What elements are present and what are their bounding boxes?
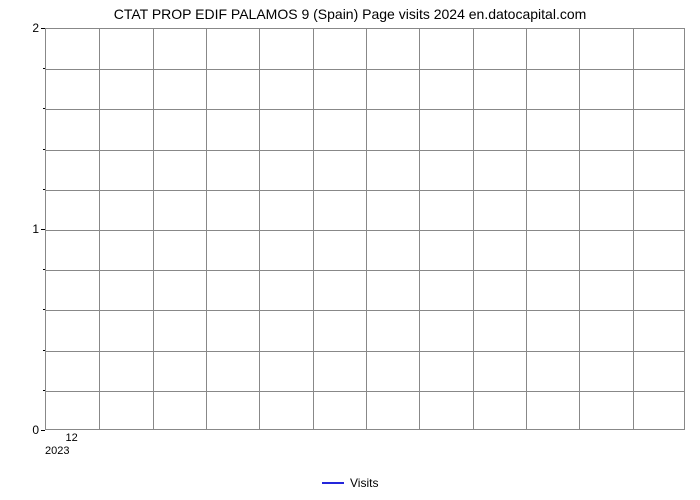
legend-line-icon	[322, 482, 344, 484]
grid-vertical-line	[206, 29, 207, 429]
legend-label: Visits	[350, 476, 378, 490]
y-minor-tick	[43, 108, 45, 109]
y-minor-tick	[43, 68, 45, 69]
grid-horizontal-line	[46, 351, 684, 352]
y-minor-tick	[43, 309, 45, 310]
chart-container: { "chart": { "type": "line", "title": "C…	[0, 0, 700, 500]
y-major-tick	[41, 430, 45, 431]
grid-vertical-line	[526, 29, 527, 429]
grid-horizontal-line	[46, 190, 684, 191]
x-month-label: 12	[66, 432, 78, 444]
y-tick-label-2: 2	[21, 21, 39, 35]
legend: Visits	[322, 476, 378, 490]
grid-vertical-line	[153, 29, 154, 429]
y-major-tick	[41, 28, 45, 29]
grid-horizontal-line	[46, 391, 684, 392]
chart-title: CTAT PROP EDIF PALAMOS 9 (Spain) Page vi…	[0, 6, 700, 22]
y-minor-tick	[43, 390, 45, 391]
y-major-tick	[41, 229, 45, 230]
grid-horizontal-line	[46, 109, 684, 110]
grid-vertical-line	[419, 29, 420, 429]
y-minor-tick	[43, 149, 45, 150]
grid-vertical-line	[579, 29, 580, 429]
grid-vertical-line	[99, 29, 100, 429]
y-tick-label-1: 1	[21, 222, 39, 236]
grid-horizontal-line	[46, 310, 684, 311]
grid-horizontal-line	[46, 69, 684, 70]
y-tick-label-0: 0	[21, 423, 39, 437]
plot-area	[45, 28, 685, 430]
grid-vertical-line	[259, 29, 260, 429]
grid-vertical-line	[366, 29, 367, 429]
grid-horizontal-line	[46, 270, 684, 271]
grid-vertical-line	[473, 29, 474, 429]
y-minor-tick	[43, 350, 45, 351]
grid-horizontal-line	[46, 230, 684, 231]
grid-horizontal-line	[46, 150, 684, 151]
y-minor-tick	[43, 269, 45, 270]
y-minor-tick	[43, 189, 45, 190]
grid-vertical-line	[313, 29, 314, 429]
grid-vertical-line	[633, 29, 634, 429]
x-year-label: 2023	[45, 445, 69, 457]
